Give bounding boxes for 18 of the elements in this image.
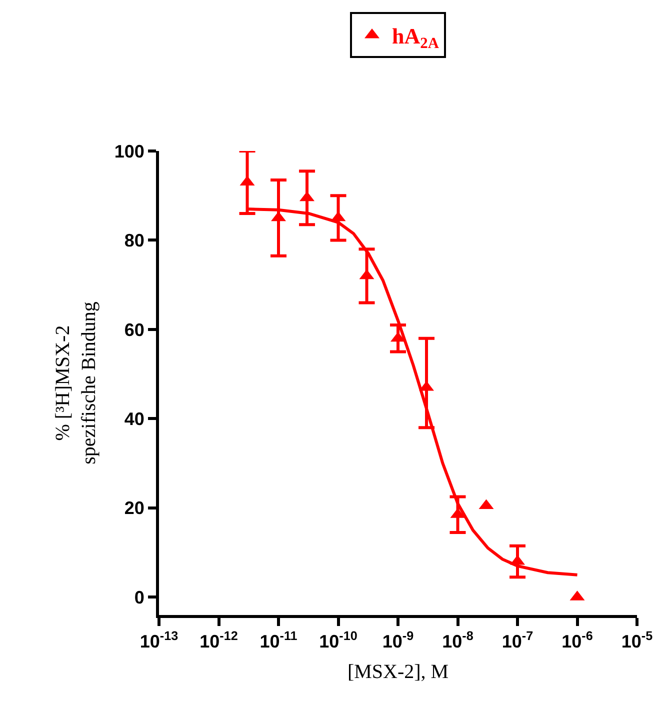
x-tick-label: 10$^{-7}$ <box>502 629 534 652</box>
y-tick-label: 80 <box>124 230 144 251</box>
x-axis-title: [MSX-2], M <box>347 661 449 684</box>
x-tick-label: 10$^{-12}$ <box>200 629 238 652</box>
x-tick-label: 10$^{-11}$ <box>260 629 298 652</box>
y-tick-label: 60 <box>124 320 144 340</box>
y-axis-title: % [³H]MSX-2 spezifische Bindung <box>52 302 100 464</box>
x-tick-label: 10$^{-10}$ <box>319 629 358 652</box>
y-tick-label: 20 <box>124 498 144 518</box>
y-tick-label: 100 <box>114 141 144 162</box>
x-tick-label: 10$^{-13}$ <box>140 629 178 652</box>
y-tick-label: 40 <box>124 408 144 429</box>
x-tick-label: 10$^{-8}$ <box>442 629 474 652</box>
x-tick-label: 10$^{-6}$ <box>562 629 593 652</box>
y-tick-label: 0 <box>134 587 144 608</box>
x-tick-label: 10$^{-5}$ <box>621 629 653 652</box>
x-tick-label: 10$^{-9}$ <box>382 629 414 652</box>
legend-label: hA$_{2A}$ <box>392 24 439 52</box>
